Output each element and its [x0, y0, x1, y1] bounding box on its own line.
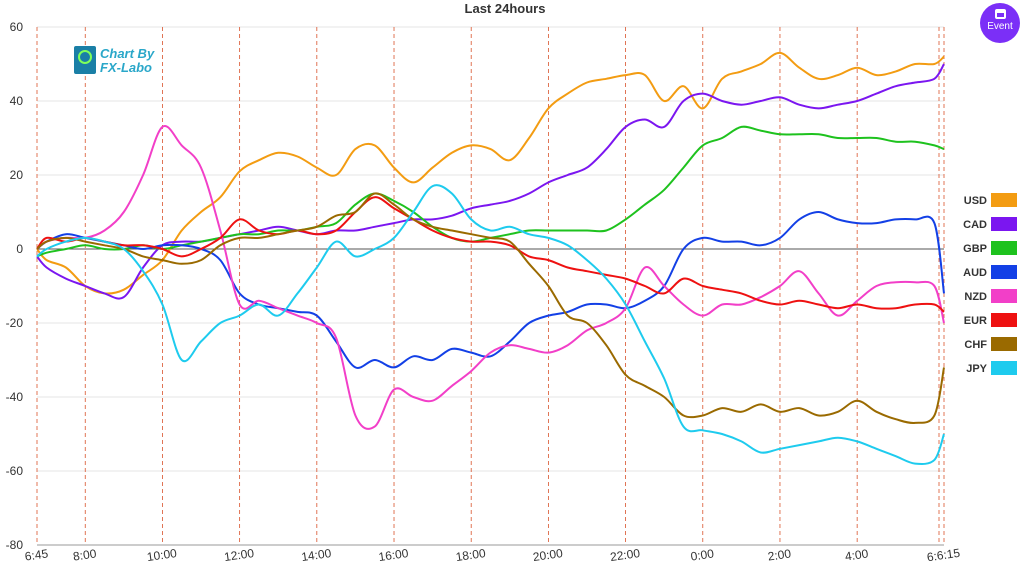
legend-swatch — [991, 337, 1017, 351]
legend-label: AUD — [963, 267, 987, 279]
calendar-icon — [994, 9, 1006, 19]
y-tick-label: 0 — [16, 242, 23, 256]
y-tick-label: -60 — [6, 464, 24, 478]
series-lines — [36, 51, 945, 465]
series-line-usd — [36, 51, 945, 295]
series-line-nzd — [36, 125, 945, 430]
legend-swatch — [991, 265, 1017, 279]
legend-label: JPY — [966, 363, 987, 375]
y-tick-label: -80 — [6, 538, 24, 552]
series-line-aud — [36, 210, 945, 369]
x-tick-label: 10:00 — [146, 546, 178, 564]
legend-label: CHF — [964, 339, 987, 351]
legend-item-gbp[interactable]: GBP — [963, 241, 1017, 255]
y-tick-label: -40 — [6, 390, 24, 404]
legend-label: GBP — [963, 243, 987, 255]
y-tick-label: 60 — [10, 20, 24, 34]
x-tick-label: 8:00 — [72, 546, 97, 563]
legend-label: CAD — [963, 219, 987, 231]
logo-line1: Chart By — [100, 46, 155, 61]
series-line-jpy — [36, 184, 945, 465]
legend[interactable]: USD CAD GBP AUD NZD EUR CHF JPY — [963, 193, 1017, 375]
x-tick-label: 16:00 — [378, 546, 410, 564]
y-tick-label: -20 — [6, 316, 24, 330]
legend-swatch — [991, 289, 1017, 303]
logo-line2: FX-Labo — [100, 60, 152, 75]
x-tick-label: 6:6:15 — [926, 546, 961, 565]
x-tick-label: 6:45 — [24, 546, 49, 563]
x-tick-label: 20:00 — [532, 546, 564, 564]
x-tick-label: 4:00 — [844, 546, 869, 563]
legend-label: USD — [964, 195, 987, 207]
legend-item-cad[interactable]: CAD — [963, 217, 1017, 231]
legend-item-aud[interactable]: AUD — [963, 265, 1017, 279]
series-line-eur — [36, 196, 945, 313]
x-tick-label: 12:00 — [223, 546, 255, 564]
series-line-cad — [36, 63, 945, 300]
event-button-label: Event — [987, 21, 1013, 32]
x-tick-label: 2:00 — [767, 546, 792, 563]
series-line-chf — [36, 192, 945, 424]
event-button[interactable]: Event — [980, 3, 1020, 43]
legend-label: EUR — [964, 315, 987, 327]
legend-item-eur[interactable]: EUR — [964, 313, 1017, 327]
legend-label: NZD — [964, 291, 987, 303]
x-tick-label: 22:00 — [609, 546, 641, 564]
legend-swatch — [991, 241, 1017, 255]
legend-item-jpy[interactable]: JPY — [966, 361, 1017, 375]
x-tick-label: 18:00 — [455, 546, 487, 564]
x-tick-label: 14:00 — [300, 546, 332, 564]
y-tick-label: 20 — [10, 168, 24, 182]
legend-swatch — [991, 313, 1017, 327]
legend-swatch — [991, 361, 1017, 375]
legend-item-usd[interactable]: USD — [964, 193, 1017, 207]
legend-swatch — [991, 193, 1017, 207]
x-tick-label: 0:00 — [690, 546, 715, 563]
legend-item-nzd[interactable]: NZD — [964, 289, 1017, 303]
x-axis: 6:45 8:00 10:00 12:00 14:00 16:00 18:00 20:00 22… — [24, 544, 961, 565]
y-tick-label: 40 — [10, 94, 24, 108]
legend-swatch — [991, 217, 1017, 231]
grid — [36, 26, 945, 546]
logo: Chart By FX-Labo — [74, 46, 155, 75]
logo-magnifier-icon — [78, 50, 92, 64]
y-axis: 60 40 20 0 -20 -40 -60 -80 — [6, 20, 24, 552]
legend-item-chf[interactable]: CHF — [964, 337, 1017, 351]
chart-title: Last 24hours — [465, 1, 546, 16]
